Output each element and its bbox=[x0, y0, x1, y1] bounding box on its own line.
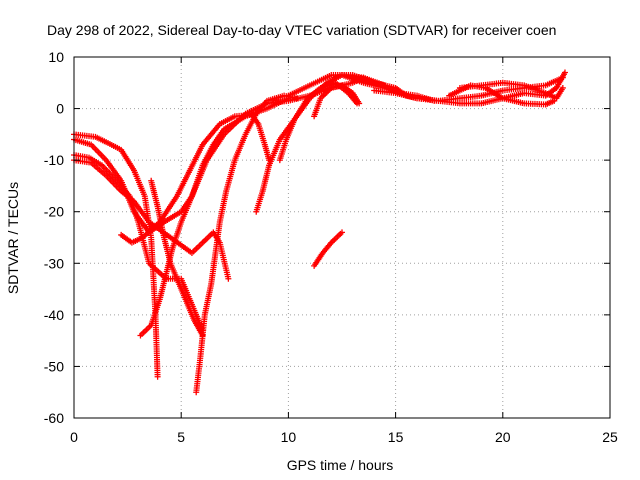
chart-title: Day 298 of 2022, Sidereal Day-to-day VTE… bbox=[47, 22, 556, 38]
plot-frame bbox=[73, 56, 611, 419]
series-arc-8 bbox=[193, 92, 300, 396]
x-tick-label: 10 bbox=[281, 429, 297, 445]
axis-ticks: 0 5 10 15 20 25 -60 -50 -40 -30 -20 -10 0 10 bbox=[44, 49, 618, 445]
data-point bbox=[356, 100, 363, 107]
grid bbox=[74, 57, 610, 418]
series-arc-17 bbox=[339, 72, 438, 104]
x-tick-label: 15 bbox=[388, 429, 404, 445]
data-point bbox=[293, 95, 300, 102]
data-point bbox=[154, 373, 161, 380]
series-arc-14 bbox=[371, 69, 568, 107]
x-tick-label: 0 bbox=[70, 429, 78, 445]
series-arc-7 bbox=[148, 177, 206, 339]
y-tick-label: 0 bbox=[56, 101, 64, 117]
y-tick-label: -10 bbox=[44, 152, 64, 168]
x-tick-label: 25 bbox=[602, 429, 618, 445]
x-tick-label: 20 bbox=[495, 429, 511, 445]
y-tick-label: -50 bbox=[44, 358, 64, 374]
data-points bbox=[71, 69, 568, 396]
x-tick-label: 5 bbox=[177, 429, 185, 445]
series-arc-12 bbox=[311, 229, 345, 269]
series-arc-10 bbox=[276, 79, 361, 164]
data-point bbox=[225, 275, 232, 282]
y-tick-label: 10 bbox=[48, 49, 64, 65]
y-tick-label: -60 bbox=[44, 410, 64, 426]
y-tick-label: -20 bbox=[44, 204, 64, 220]
data-point bbox=[559, 84, 566, 91]
y-axis-label: SDTVAR / TECUs bbox=[5, 182, 21, 294]
y-tick-label: -40 bbox=[44, 307, 64, 323]
y-tick-label: -30 bbox=[44, 255, 64, 271]
data-point bbox=[561, 69, 568, 76]
data-point bbox=[431, 97, 438, 104]
data-point bbox=[339, 229, 345, 236]
series-arc-11 bbox=[311, 82, 363, 120]
series-arc-16 bbox=[456, 79, 566, 102]
x-axis-label: GPS time / hours bbox=[287, 457, 394, 473]
